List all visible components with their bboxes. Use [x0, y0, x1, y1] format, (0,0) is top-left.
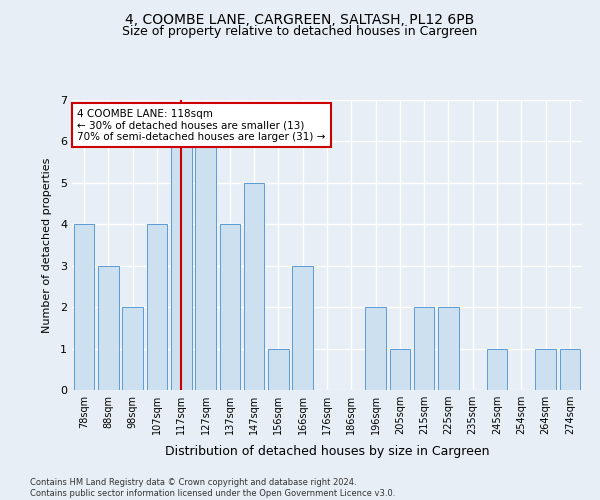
Y-axis label: Number of detached properties: Number of detached properties [41, 158, 52, 332]
Bar [122, 307, 143, 390]
Bar [365, 307, 386, 390]
Bar [268, 348, 289, 390]
Bar [414, 307, 434, 390]
Bar [146, 224, 167, 390]
Bar [98, 266, 119, 390]
Text: 4, COOMBE LANE, CARGREEN, SALTASH, PL12 6PB: 4, COOMBE LANE, CARGREEN, SALTASH, PL12 … [125, 12, 475, 26]
Bar [74, 224, 94, 390]
Bar [560, 348, 580, 390]
Text: 4 COOMBE LANE: 118sqm
← 30% of detached houses are smaller (13)
70% of semi-deta: 4 COOMBE LANE: 118sqm ← 30% of detached … [77, 108, 325, 142]
Bar [389, 348, 410, 390]
Bar [438, 307, 459, 390]
Bar [244, 183, 265, 390]
Text: Contains HM Land Registry data © Crown copyright and database right 2024.
Contai: Contains HM Land Registry data © Crown c… [30, 478, 395, 498]
Bar [220, 224, 240, 390]
Bar [292, 266, 313, 390]
Bar [195, 142, 216, 390]
Text: Size of property relative to detached houses in Cargreen: Size of property relative to detached ho… [122, 25, 478, 38]
Bar [171, 142, 191, 390]
Bar [535, 348, 556, 390]
X-axis label: Distribution of detached houses by size in Cargreen: Distribution of detached houses by size … [165, 446, 489, 458]
Bar [487, 348, 508, 390]
